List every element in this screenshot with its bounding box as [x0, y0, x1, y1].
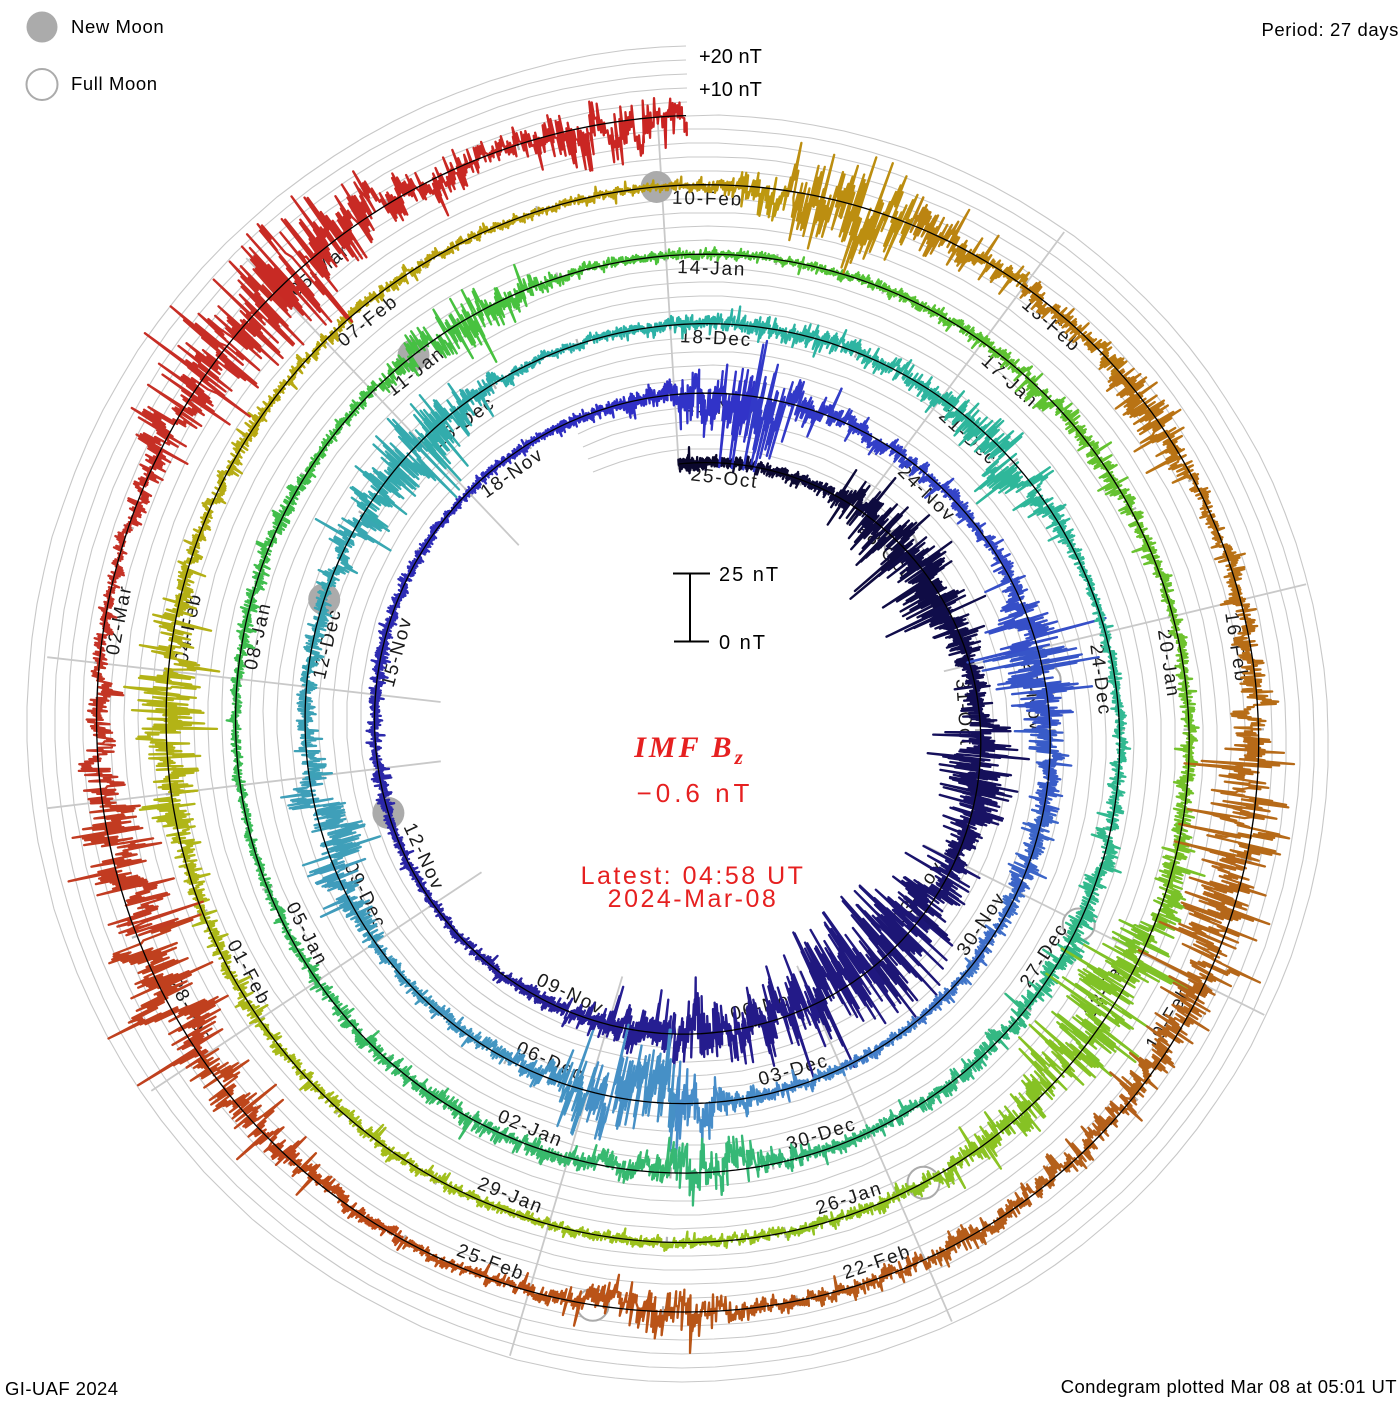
svg-text:2024-Mar-08: 2024-Mar-08	[608, 885, 779, 913]
svg-text:25 nT: 25 nT	[719, 564, 780, 586]
svg-text:0 nT: 0 nT	[719, 632, 767, 654]
svg-text:+10 nT: +10 nT	[699, 79, 762, 101]
svg-text:GI-UAF 2024: GI-UAF 2024	[5, 1378, 118, 1399]
svg-text:Condegram plotted Mar 08 at 05: Condegram plotted Mar 08 at 05:01 UT	[1061, 1376, 1397, 1397]
svg-text:New Moon: New Moon	[71, 16, 164, 37]
svg-text:IMF Bz: IMF Bz	[633, 731, 746, 769]
svg-text:−0.6 nT: −0.6 nT	[637, 778, 754, 808]
svg-text:Full Moon: Full Moon	[71, 73, 158, 94]
svg-text:Period: 27 days: Period: 27 days	[1261, 19, 1399, 40]
svg-text:+20 nT: +20 nT	[699, 46, 762, 68]
